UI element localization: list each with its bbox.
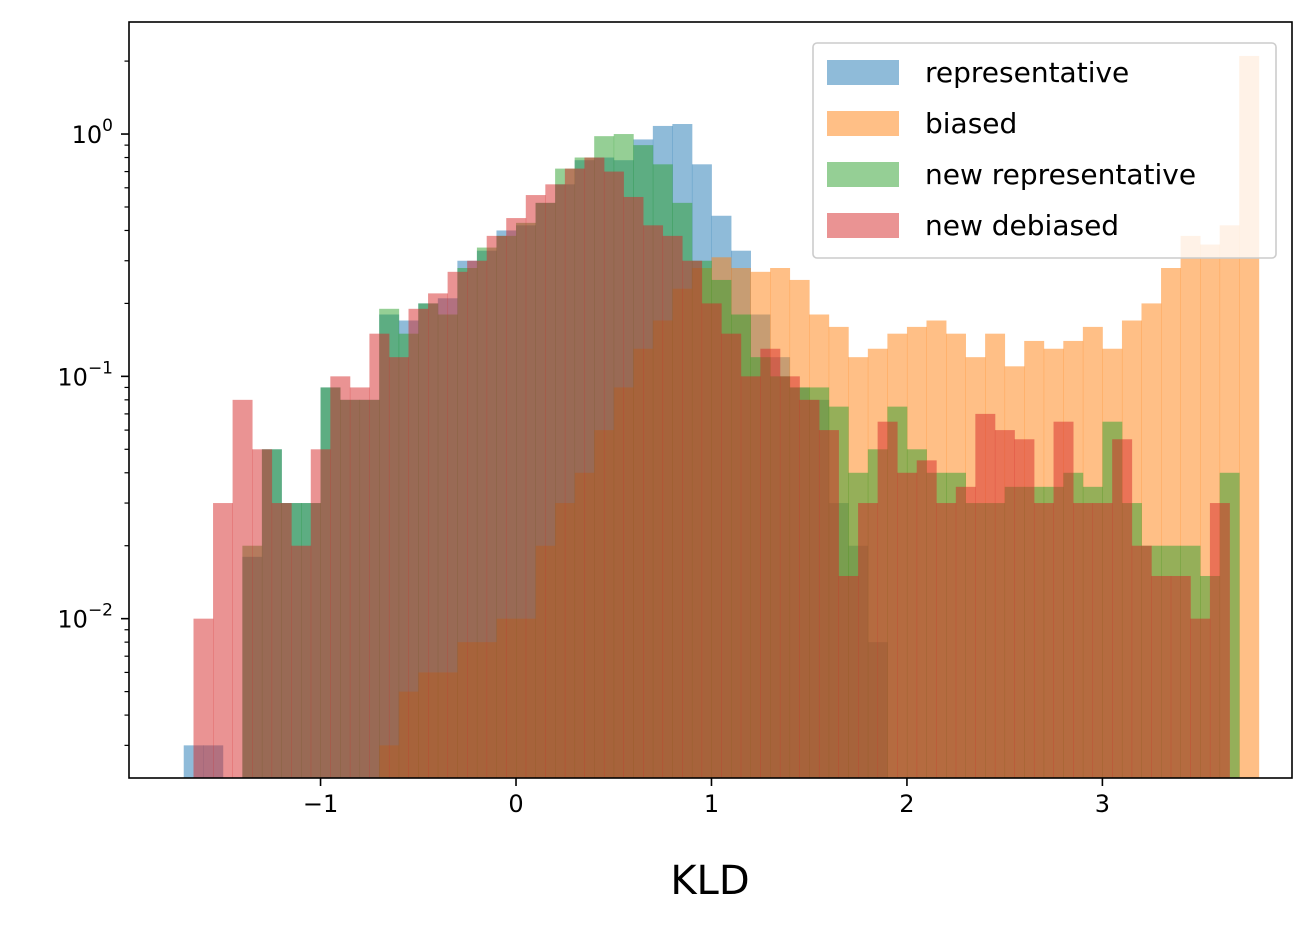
x-tick-label: 1 xyxy=(704,790,719,818)
histogram-bar xyxy=(525,195,546,778)
histogram-bar xyxy=(623,196,644,778)
histogram-bar xyxy=(193,618,214,778)
histogram-bar xyxy=(897,472,918,778)
histogram-bar xyxy=(564,168,585,778)
histogram-bar xyxy=(291,545,312,778)
legend-label: representative xyxy=(925,56,1129,89)
legend-label: new representative xyxy=(925,158,1196,191)
histogram-bar xyxy=(213,503,233,778)
y-tick-label: 10−2 xyxy=(57,601,113,634)
histogram-bar xyxy=(1014,439,1035,778)
histogram-bar xyxy=(760,348,781,778)
histogram-bar xyxy=(1073,503,1094,778)
x-tick-label: −1 xyxy=(303,790,338,818)
y-axis: 10−2 10−1 100 xyxy=(57,60,129,746)
histogram-bar xyxy=(232,399,253,778)
histogram-bar xyxy=(818,430,839,778)
histogram-bar xyxy=(330,376,351,778)
histogram-bar xyxy=(955,486,976,778)
histogram-bar xyxy=(1131,545,1152,778)
histogram-bar xyxy=(369,333,390,778)
histogram-bar xyxy=(1092,503,1113,778)
legend-swatch xyxy=(827,213,899,238)
histogram-bar xyxy=(877,421,898,778)
x-axis: −1 0 1 2 3 xyxy=(303,778,1110,818)
histogram-bar xyxy=(1151,575,1172,778)
y-tick-label: 100 xyxy=(72,116,113,149)
histogram-bar xyxy=(310,449,331,778)
histogram-bar xyxy=(721,333,742,778)
histogram-bar xyxy=(936,503,957,778)
legend-swatch xyxy=(827,111,899,136)
histogram-bar xyxy=(584,157,605,778)
histogram-bar xyxy=(1190,618,1211,778)
legend: representative biased new representative ne… xyxy=(812,42,1277,259)
histogram-bar xyxy=(779,376,800,778)
legend-label: new debiased xyxy=(925,209,1119,242)
histogram-bar xyxy=(603,171,624,778)
histogram-bar xyxy=(994,430,1015,778)
histogram-bar xyxy=(349,387,370,778)
histogram-bar xyxy=(838,575,859,778)
histogram-bar xyxy=(1112,439,1133,778)
histogram-bar xyxy=(1170,575,1191,778)
legend-swatch xyxy=(827,60,899,85)
histogram-bar xyxy=(252,449,273,778)
histogram-bar xyxy=(1053,421,1074,778)
histogram-bar xyxy=(740,376,761,778)
histogram-bar xyxy=(447,271,468,778)
histogram-bar xyxy=(271,503,292,778)
histogram-bar xyxy=(799,399,820,778)
legend-frame xyxy=(812,42,1277,259)
x-tick-label: 0 xyxy=(508,790,523,818)
histogram-bar xyxy=(408,308,429,778)
legend-label: biased xyxy=(925,107,1017,140)
histogram-bar xyxy=(428,293,449,778)
histogram-bar xyxy=(701,303,722,778)
y-tick-label: 10−1 xyxy=(57,358,113,391)
legend-swatch xyxy=(827,162,899,187)
series-new-debiased xyxy=(193,157,1230,778)
histogram-bar xyxy=(388,357,409,778)
histogram-bar xyxy=(858,503,879,778)
histogram-bar xyxy=(545,184,566,778)
x-axis-title: KLD xyxy=(670,858,749,904)
histogram-bar xyxy=(975,413,996,778)
histogram-bar xyxy=(682,260,703,778)
histogram-bar xyxy=(486,235,507,778)
histogram-bar xyxy=(1209,503,1230,778)
x-tick-label: 3 xyxy=(1095,790,1110,818)
histogram-bar xyxy=(467,260,488,778)
histogram-bar xyxy=(506,218,527,778)
histogram-bar xyxy=(643,225,664,778)
histogram-bar xyxy=(662,235,683,778)
x-tick-label: 2 xyxy=(899,790,914,818)
histogram-bars xyxy=(183,55,1260,778)
histogram-bar xyxy=(1033,503,1054,778)
histogram-bar xyxy=(916,460,937,778)
